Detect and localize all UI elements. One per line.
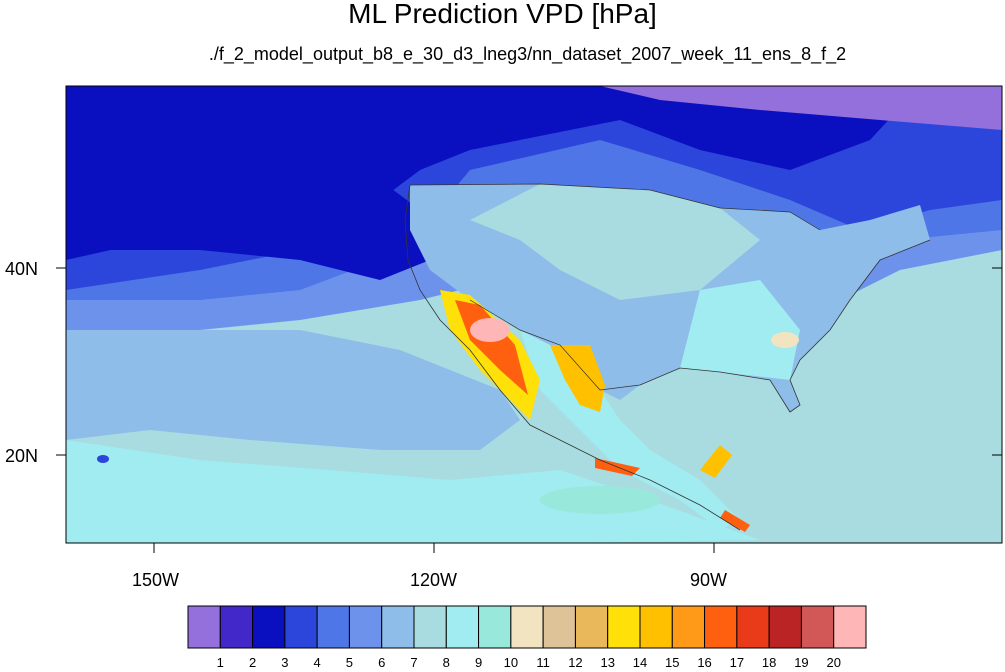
colorbar-swatch xyxy=(607,605,641,649)
land-southeast xyxy=(680,280,800,380)
vpd-band-10 xyxy=(540,486,660,514)
colorbar-swatch xyxy=(833,605,867,649)
vpd-central-america xyxy=(720,510,750,532)
colorbar-label: 9 xyxy=(474,655,483,670)
colorbar-label: 1 xyxy=(216,655,224,670)
vpd-band-1 xyxy=(600,86,1002,130)
colorbar-swatch xyxy=(800,605,835,649)
colorbar-label: 15 xyxy=(665,655,680,670)
colorbar-label: 7 xyxy=(410,655,418,670)
canada-border xyxy=(409,183,821,231)
vpd-band-7 xyxy=(66,330,520,450)
colorbar-label: 11 xyxy=(536,655,550,670)
vpd-band-3b xyxy=(66,86,430,280)
colorbar-label: 8 xyxy=(442,655,450,670)
colorbar-label: 20 xyxy=(826,655,841,670)
atlantic-coastline xyxy=(599,239,931,413)
colorbar xyxy=(187,605,867,649)
vpd-peak-region xyxy=(470,318,510,342)
colorbar-swatch xyxy=(284,605,318,649)
colorbar-swatch xyxy=(639,605,673,649)
colorbar-swatch xyxy=(542,605,576,649)
lat-label-20n: 20N xyxy=(4,446,38,466)
hawaii-island xyxy=(97,455,109,463)
vpd-mexico-plateau xyxy=(550,345,605,412)
colorbar-label: 14 xyxy=(632,655,648,670)
colorbar-label: 12 xyxy=(568,655,583,670)
lon-label-90w: 90W xyxy=(690,570,728,590)
lat-label-40n: 40N xyxy=(4,259,38,279)
map-frame xyxy=(65,85,1003,544)
colorbar-label: 13 xyxy=(600,655,615,670)
lon-label-150w: 150W xyxy=(132,570,180,590)
mexico-border xyxy=(469,299,601,391)
map-subtitle: ./f_2_model_output_b8_e_30_d3_lneg3/nn_d… xyxy=(208,44,847,64)
colorbar-swatch xyxy=(671,605,706,649)
colorbar-swatch xyxy=(768,605,802,649)
vpd-band-9 xyxy=(66,440,760,543)
colorbar-swatch xyxy=(510,605,544,649)
vpd-yucatan xyxy=(700,445,732,478)
colorbar-swatch xyxy=(348,605,383,649)
colorbar-swatch xyxy=(574,605,609,649)
colorbar-swatch xyxy=(252,605,286,649)
colorbar-swatch xyxy=(316,605,350,649)
colorbar-label: 5 xyxy=(345,655,354,670)
colorbar-label: 10 xyxy=(503,655,519,670)
map-title: ML Prediction VPD [hPa] xyxy=(348,0,657,29)
colorbar-label: 17 xyxy=(729,655,745,670)
colorbar-swatch xyxy=(413,605,447,649)
vpd-georgia xyxy=(771,332,799,348)
axis-ticks xyxy=(56,267,1002,553)
colorbar-swatch xyxy=(219,605,254,649)
colorbar-label: 3 xyxy=(281,655,289,670)
land-plains xyxy=(470,184,760,300)
colorbar-swatch xyxy=(381,605,415,649)
colorbar-swatch xyxy=(704,605,738,649)
colorbar-swatch xyxy=(478,605,512,649)
colorbar-swatch xyxy=(445,605,480,649)
colorbar-swatch xyxy=(187,605,221,649)
lon-label-120w: 120W xyxy=(410,570,458,590)
colorbar-label: 19 xyxy=(794,655,809,670)
colorbar-swatch xyxy=(736,605,770,649)
colorbar-label: 4 xyxy=(313,655,321,670)
map-panel xyxy=(66,86,1002,543)
colorbar-label: 2 xyxy=(248,655,257,670)
pacific-coastline xyxy=(404,184,741,531)
colorbar-label: 16 xyxy=(697,655,712,670)
colorbar-label: 18 xyxy=(761,655,777,670)
colorbar-label: 6 xyxy=(378,655,386,670)
